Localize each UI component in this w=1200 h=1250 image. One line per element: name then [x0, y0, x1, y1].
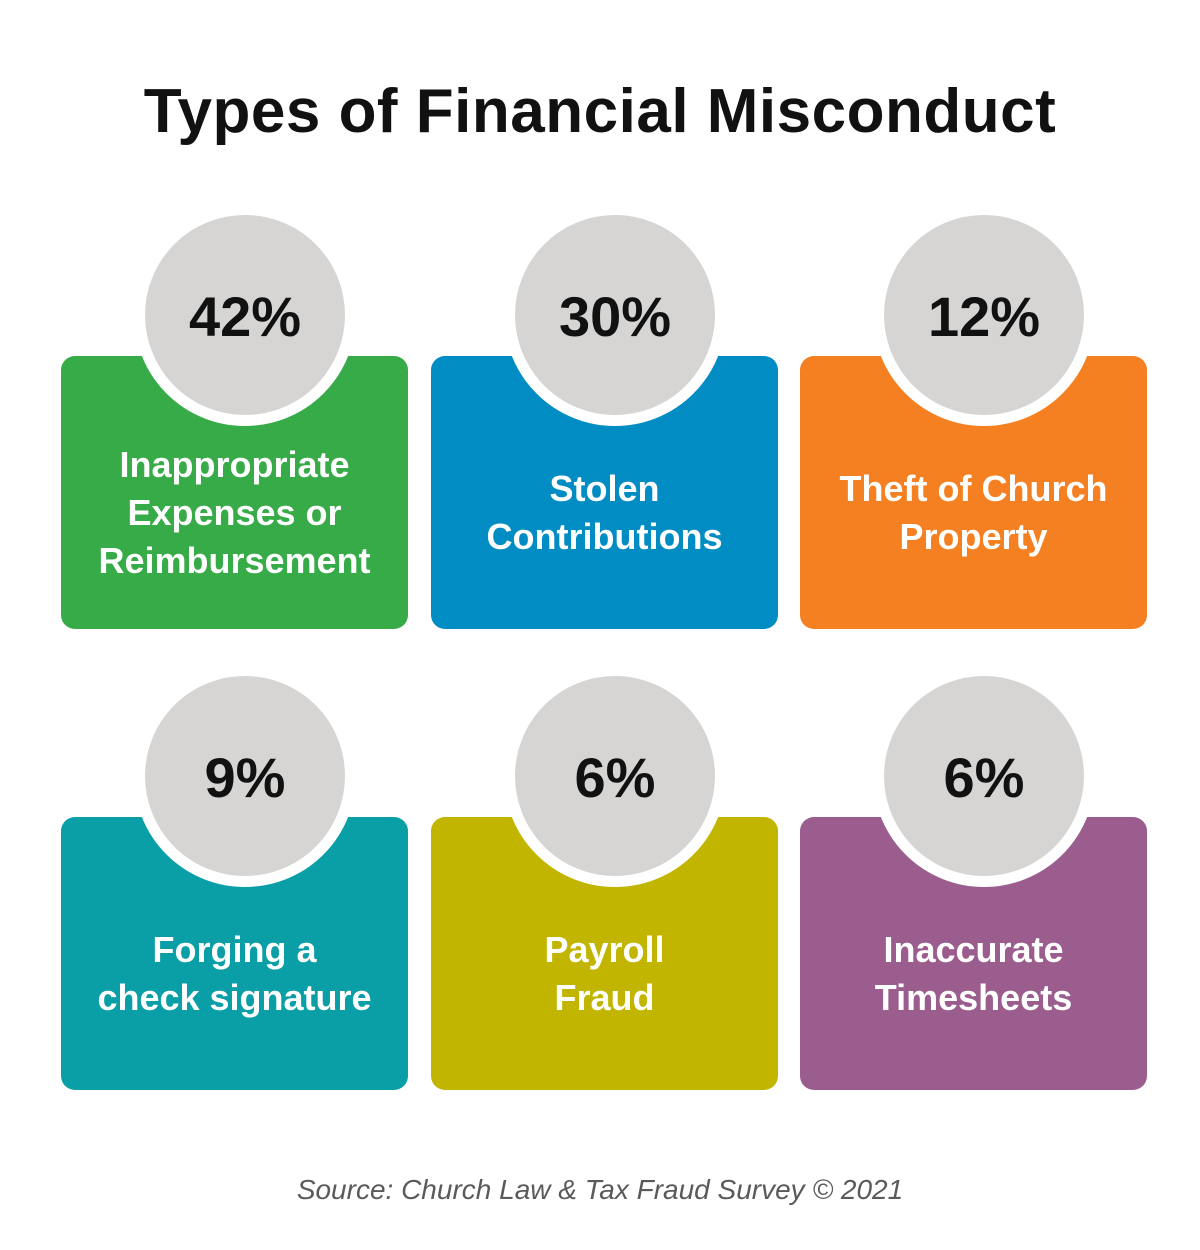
card-label: Theft of Church Property — [839, 467, 1108, 557]
card-label: Inappropriate Expenses or Reimbursement — [98, 443, 371, 581]
card-theft-of-property: Theft of Church Property 12% — [800, 204, 1147, 629]
card-label: Payroll Fraud — [544, 928, 665, 1018]
percent-circle: 30% — [504, 204, 726, 426]
page-title: Types of Financial Misconduct — [143, 77, 1057, 146]
percent-value: 6% — [943, 746, 1025, 809]
percent-circle: 9% — [134, 665, 356, 887]
source-caption: Source: Church Law & Tax Fraud Survey © … — [296, 1174, 904, 1205]
percent-circle: 42% — [134, 204, 356, 426]
card-payroll-fraud: Payroll Fraud 6% — [431, 665, 778, 1090]
percent-value: 6% — [574, 746, 656, 809]
percent-circle: 12% — [873, 204, 1095, 426]
percent-value: 30% — [558, 285, 672, 348]
card-inaccurate-timesheets: Inaccurate Timesheets 6% — [800, 665, 1147, 1090]
card-label: Stolen Contributions — [486, 467, 723, 557]
card-label: Inaccurate Timesheets — [874, 928, 1073, 1018]
card-label: Forging a check signature — [97, 928, 372, 1018]
card-stolen-contributions: Stolen Contributions 30% — [431, 204, 778, 629]
percent-value: 42% — [188, 285, 302, 348]
card-forging-signature: Forging a check signature 9% — [61, 665, 408, 1090]
percent-circle: 6% — [873, 665, 1095, 887]
percent-value: 9% — [204, 746, 286, 809]
card-inappropriate-expenses: Inappropriate Expenses or Reimbursement … — [61, 204, 408, 629]
percent-circle: 6% — [504, 665, 726, 887]
percent-value: 12% — [927, 285, 1041, 348]
